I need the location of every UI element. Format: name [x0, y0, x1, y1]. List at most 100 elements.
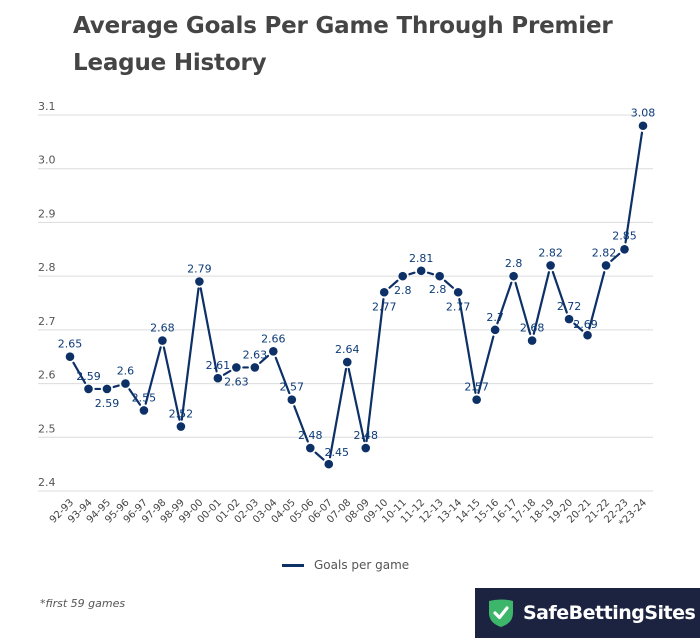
- data-label: 2.8: [505, 257, 523, 270]
- data-label: 2.68: [150, 322, 175, 335]
- data-point: [472, 395, 481, 404]
- shield-check-icon: [489, 599, 513, 627]
- data-point: [269, 347, 278, 356]
- data-label: 2.81: [409, 252, 434, 265]
- data-label: 2.57: [464, 381, 489, 394]
- series-line-segment: [293, 405, 309, 443]
- line-chart: 2.4 2.5 2.6 2.7 2.8 2.9 3.0 3.1 92-9393-9494-95…: [38, 100, 656, 529]
- data-label: 2.8: [429, 283, 447, 296]
- data-label: 2.68: [520, 322, 545, 335]
- data-label: 2.59: [76, 370, 101, 383]
- data-point: [509, 271, 518, 281]
- data-label: 2.63: [224, 375, 249, 388]
- data-label: 3.08: [631, 107, 656, 120]
- data-label: 2.48: [298, 429, 323, 442]
- data-label: 2.63: [243, 348, 268, 361]
- data-label: 2.82: [538, 246, 563, 259]
- series-line-segment: [365, 298, 385, 443]
- data-label: 2.65: [58, 338, 83, 351]
- y-axis-ticks: 2.4 2.5 2.6 2.7 2.8 2.9 3.0 3.1: [38, 100, 56, 489]
- series-line-segment: [458, 298, 477, 394]
- data-point: [620, 244, 629, 254]
- data-point: [84, 384, 93, 394]
- series-line-segment: [496, 281, 513, 325]
- data-point: [416, 266, 426, 276]
- series-line-segment: [573, 322, 584, 332]
- data-point: [250, 363, 260, 372]
- series-line-segment: [328, 367, 348, 459]
- data-label: 2.69: [573, 318, 598, 331]
- data-label: 2.61: [206, 359, 231, 372]
- data-label: 2.59: [95, 397, 120, 410]
- y-tick-label: 2.9: [38, 207, 56, 220]
- data-label: 2.82: [592, 246, 617, 259]
- data-point: [195, 277, 204, 286]
- series-line-segment: [112, 384, 120, 389]
- data-point: [490, 325, 500, 335]
- chart-title: Average Goals Per Game Through Premier L…: [73, 13, 613, 76]
- series-line-segment: [408, 271, 416, 276]
- series-line-segment: [347, 367, 366, 443]
- data-label: 2.64: [335, 343, 360, 356]
- footnote: *first 59 games: [40, 597, 126, 610]
- data-point: [342, 357, 352, 367]
- data-point: [324, 459, 334, 469]
- data-point: [287, 395, 297, 404]
- data-label: 2.48: [353, 429, 378, 442]
- series-line-segment: [388, 279, 399, 289]
- data-point: [601, 261, 611, 270]
- series-line-segment: [162, 346, 181, 421]
- data-label: 2.79: [187, 263, 212, 276]
- data-point: [527, 336, 537, 345]
- series-line-segment: [588, 271, 606, 330]
- series-line-segment: [144, 346, 162, 405]
- data-point: [435, 271, 444, 281]
- x-axis-ticks: 92-9393-9494-9595-9696-9797-9898-9999-00…: [48, 497, 649, 529]
- y-tick-label: 2.7: [38, 315, 56, 328]
- data-label: 2.45: [325, 446, 350, 459]
- data-point: [583, 330, 592, 340]
- data-point: [158, 336, 167, 345]
- legend-label: Goals per game: [314, 558, 410, 572]
- data-point: [176, 422, 186, 431]
- y-tick-label: 2.6: [38, 369, 56, 382]
- data-label: 2.77: [446, 300, 471, 313]
- series-line-segment: [532, 271, 551, 335]
- gridlines: [38, 114, 653, 492]
- series-line-segment: [610, 252, 621, 262]
- series-line-segment: [222, 369, 232, 376]
- series-line-segment: [514, 281, 532, 335]
- brand-logo: SafeBettingSites: [475, 588, 700, 638]
- data-label: 2.52: [169, 408, 194, 421]
- series-line-segment: [199, 287, 218, 373]
- data-label: 2.8: [394, 284, 412, 297]
- data-point: [305, 443, 315, 453]
- y-tick-label: 3.1: [38, 100, 56, 113]
- data-label: 2.57: [280, 381, 305, 394]
- series-line-segment: [128, 388, 142, 406]
- series-line-segment: [443, 279, 454, 289]
- data-point: [139, 406, 149, 415]
- data-point: [232, 363, 241, 372]
- data-label: 2.55: [132, 391, 157, 404]
- data-point: [213, 373, 223, 383]
- data-point: [453, 287, 463, 297]
- data-labels: 2.65 2.59 2.59 2.6 2.55 2.68 2.52 2.79 2.61 2.63 2…: [58, 107, 656, 459]
- y-tick-label: 3.0: [38, 154, 56, 167]
- data-point: [65, 352, 75, 362]
- legend: Goals per game: [282, 558, 409, 572]
- data-label: 2.85: [612, 229, 637, 242]
- series-line-segment: [551, 270, 568, 314]
- y-tick-label: 2.4: [38, 476, 56, 489]
- y-tick-label: 2.5: [38, 422, 56, 435]
- series-line-segment: [624, 131, 644, 244]
- data-point: [361, 443, 371, 453]
- data-label: 2.66: [261, 332, 286, 345]
- data-point: [546, 261, 555, 270]
- legend-swatch: [282, 563, 304, 567]
- series-line-segment: [72, 361, 87, 384]
- data-label: 2.72: [557, 300, 582, 313]
- data-point: [379, 287, 389, 297]
- data-label: 2.6: [117, 365, 135, 378]
- y-tick-label: 2.8: [38, 261, 56, 274]
